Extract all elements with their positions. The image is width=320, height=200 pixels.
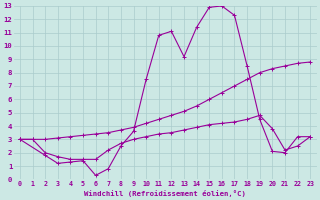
- X-axis label: Windchill (Refroidissement éolien,°C): Windchill (Refroidissement éolien,°C): [84, 190, 246, 197]
